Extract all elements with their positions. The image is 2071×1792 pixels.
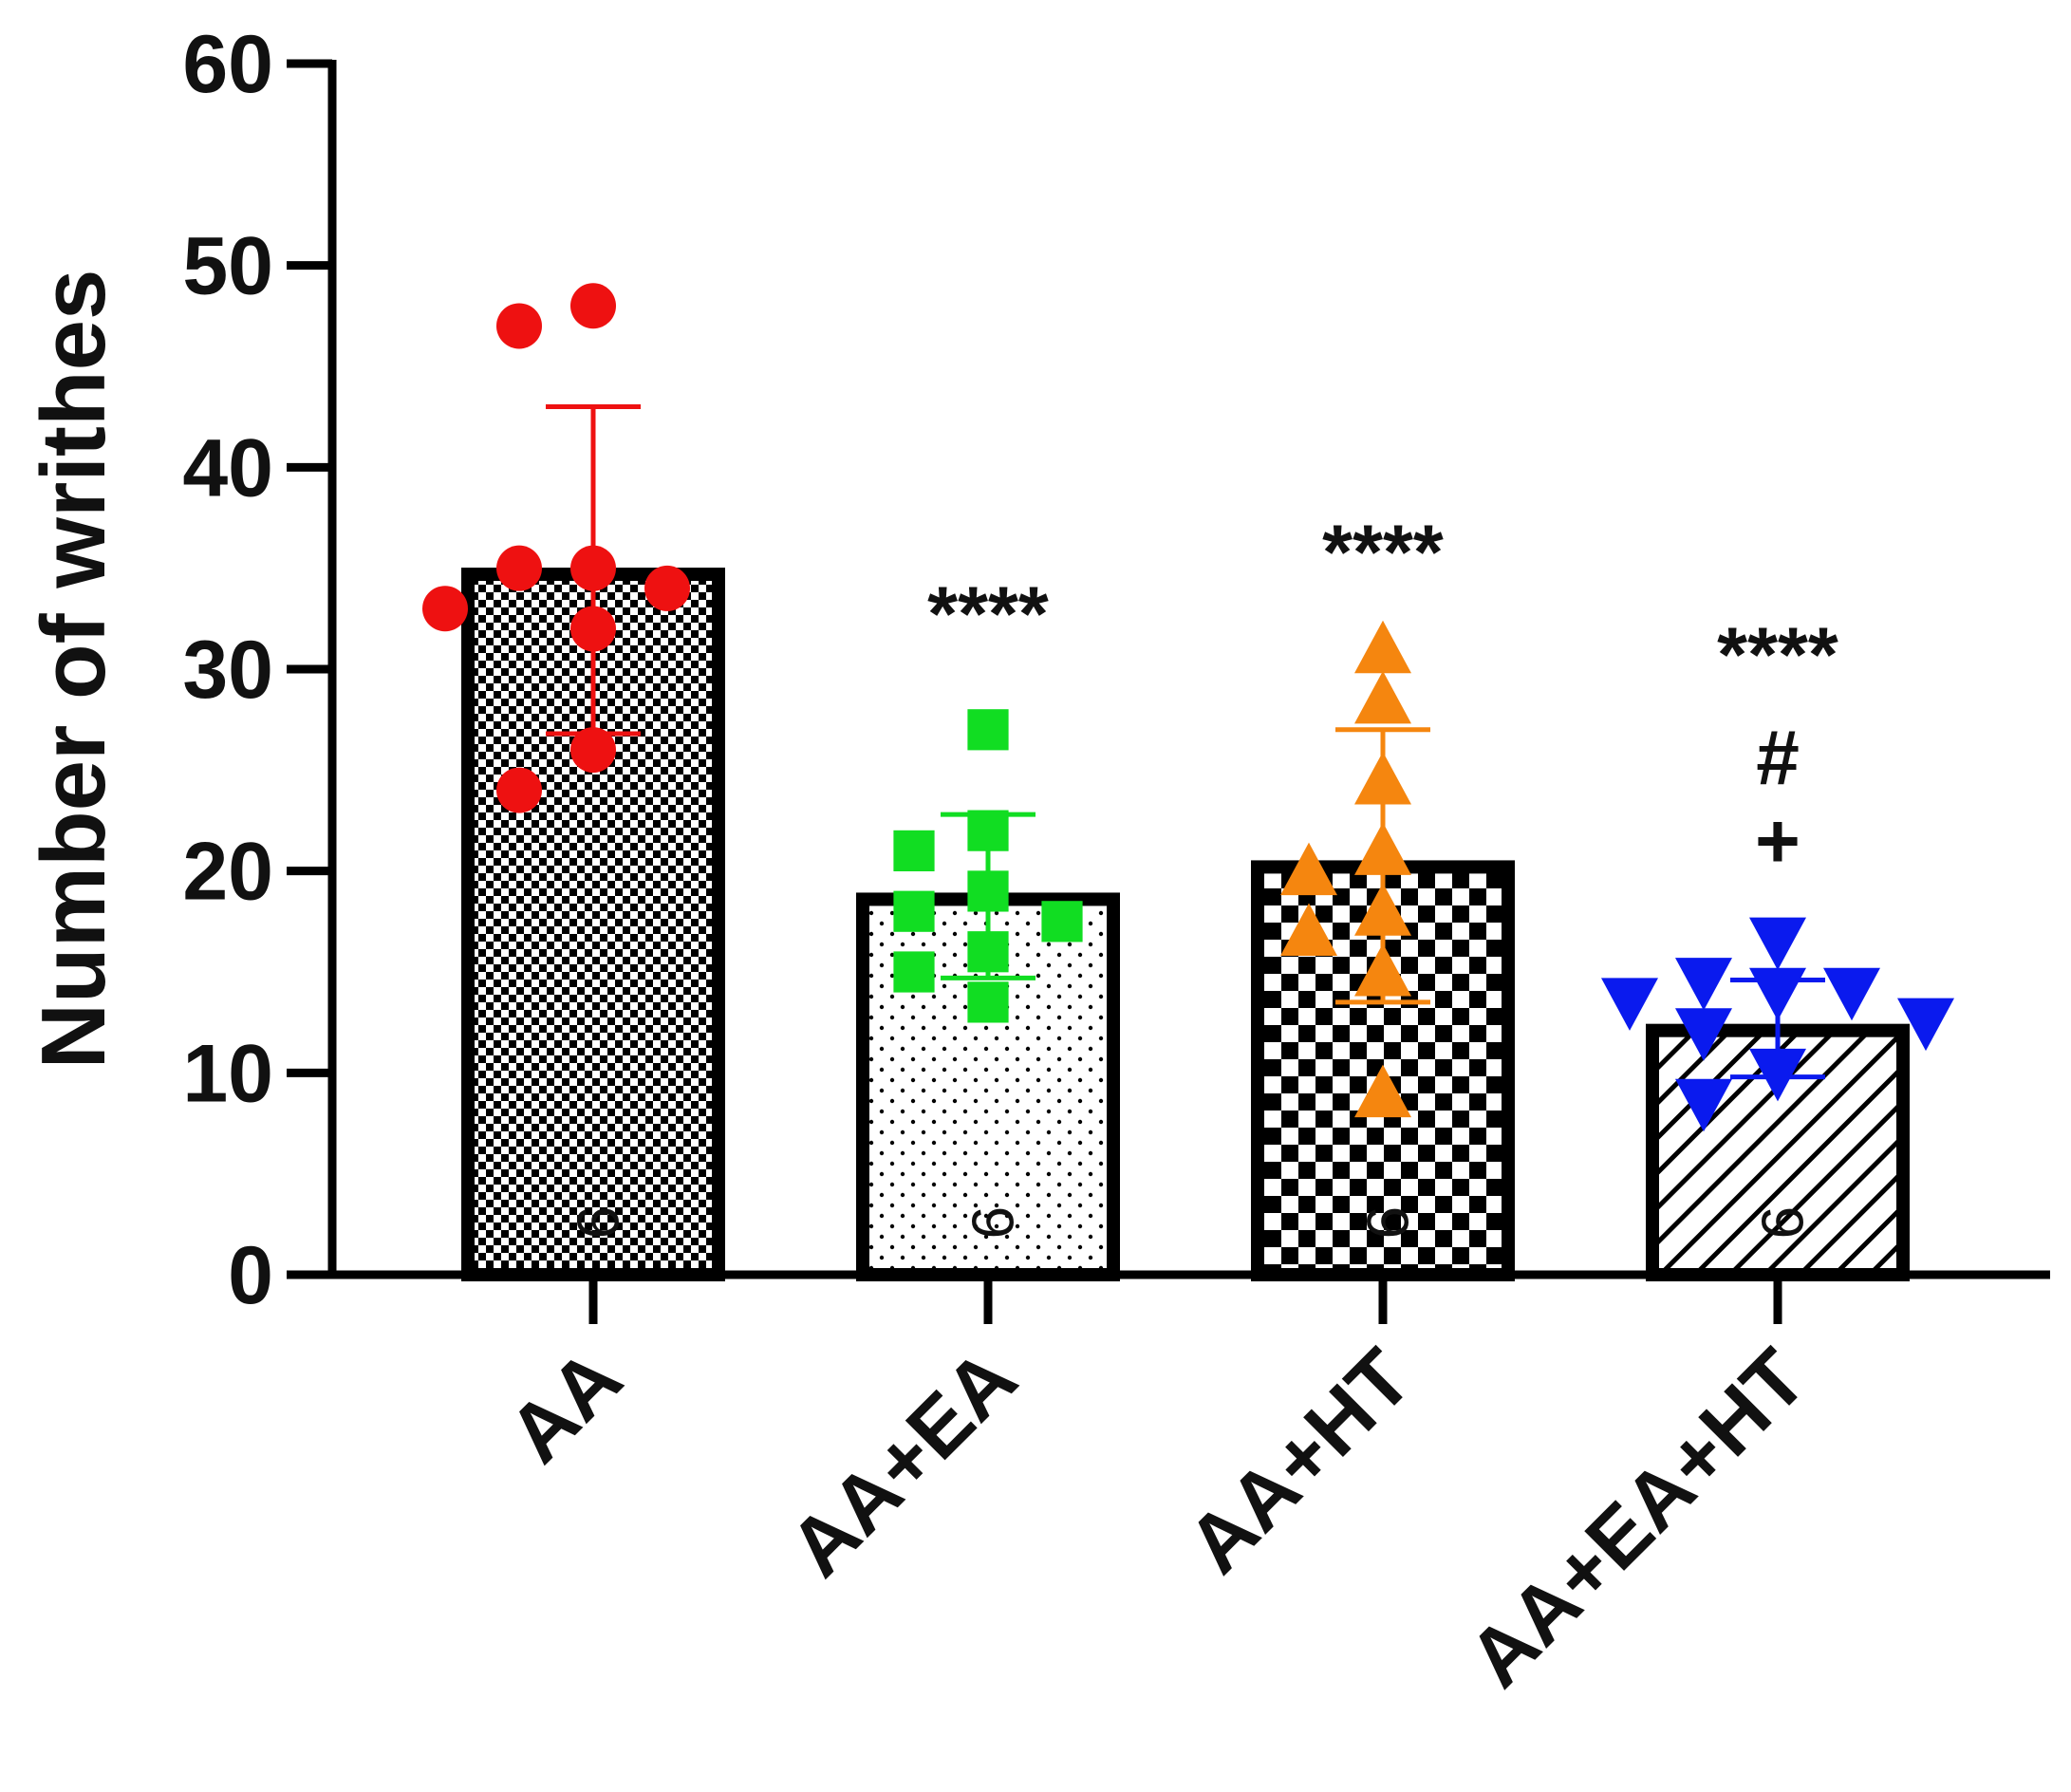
- y-tick-label: 60: [182, 19, 273, 110]
- data-point: [422, 586, 468, 632]
- significance-mark: ****: [927, 571, 1049, 658]
- data-point: [967, 810, 1009, 851]
- data-point: [1749, 1048, 1806, 1102]
- n-label: 9: [1354, 1206, 1420, 1239]
- data-point: [1354, 1064, 1411, 1118]
- data-point: [893, 890, 935, 932]
- y-tick-label: 20: [182, 827, 273, 918]
- data-point: [570, 727, 616, 774]
- data-points: [422, 283, 1954, 1132]
- data-point: [1675, 1078, 1732, 1132]
- data-point: [1823, 967, 1880, 1021]
- y-tick-label: 0: [228, 1230, 273, 1321]
- data-point: [1354, 883, 1411, 936]
- significance-annotations: **** **** **** #+: [927, 510, 1838, 885]
- data-point: [967, 931, 1009, 973]
- x-tick-label: AA+HT: [1170, 1333, 1428, 1591]
- data-point: [570, 283, 616, 329]
- data-point: [1897, 998, 1954, 1052]
- data-point: [496, 545, 542, 591]
- significance-mark: #: [1756, 715, 1800, 801]
- y-tick-label: 30: [182, 625, 273, 716]
- significance-mark: ****: [1322, 510, 1444, 596]
- y-tick-label: 50: [182, 221, 273, 312]
- significance-mark: ****: [1717, 612, 1838, 699]
- data-point: [893, 951, 935, 993]
- y-axis-label: Number of writhes: [23, 270, 124, 1070]
- bars: 9 9 9 9: [461, 568, 1910, 1281]
- data-point: [1354, 822, 1411, 875]
- data-point: [1354, 943, 1411, 997]
- data-point: [1354, 670, 1411, 724]
- data-point: [1354, 620, 1411, 674]
- data-point: [1675, 958, 1732, 1011]
- data-point: [570, 606, 616, 652]
- data-point: [967, 870, 1009, 912]
- x-tick-label: AA+EA: [773, 1333, 1035, 1595]
- data-point: [570, 545, 616, 591]
- data-point: [1280, 903, 1337, 956]
- data-point: [1675, 1008, 1732, 1061]
- data-point: [893, 830, 935, 871]
- y-tick-label: 10: [182, 1028, 273, 1119]
- data-point: [1354, 751, 1411, 805]
- data-point: [967, 981, 1009, 1023]
- x-tick-label: AA: [492, 1333, 640, 1481]
- data-point: [496, 767, 542, 813]
- data-point: [496, 303, 542, 349]
- n-label: 9: [565, 1206, 630, 1239]
- data-point: [1041, 901, 1083, 943]
- data-point: [644, 565, 690, 611]
- data-point: [1601, 978, 1658, 1031]
- data-point: [967, 709, 1009, 751]
- significance-mark: +: [1755, 798, 1800, 885]
- error-bars: [546, 404, 1825, 1080]
- n-label: 9: [960, 1206, 1025, 1239]
- y-tick-label: 40: [182, 422, 273, 513]
- data-point: [1280, 842, 1337, 896]
- data-point: [1749, 917, 1806, 971]
- x-tick-label: AA+EA+HT: [1451, 1333, 1823, 1705]
- n-label: 9: [1749, 1206, 1815, 1239]
- data-point: [1749, 967, 1806, 1021]
